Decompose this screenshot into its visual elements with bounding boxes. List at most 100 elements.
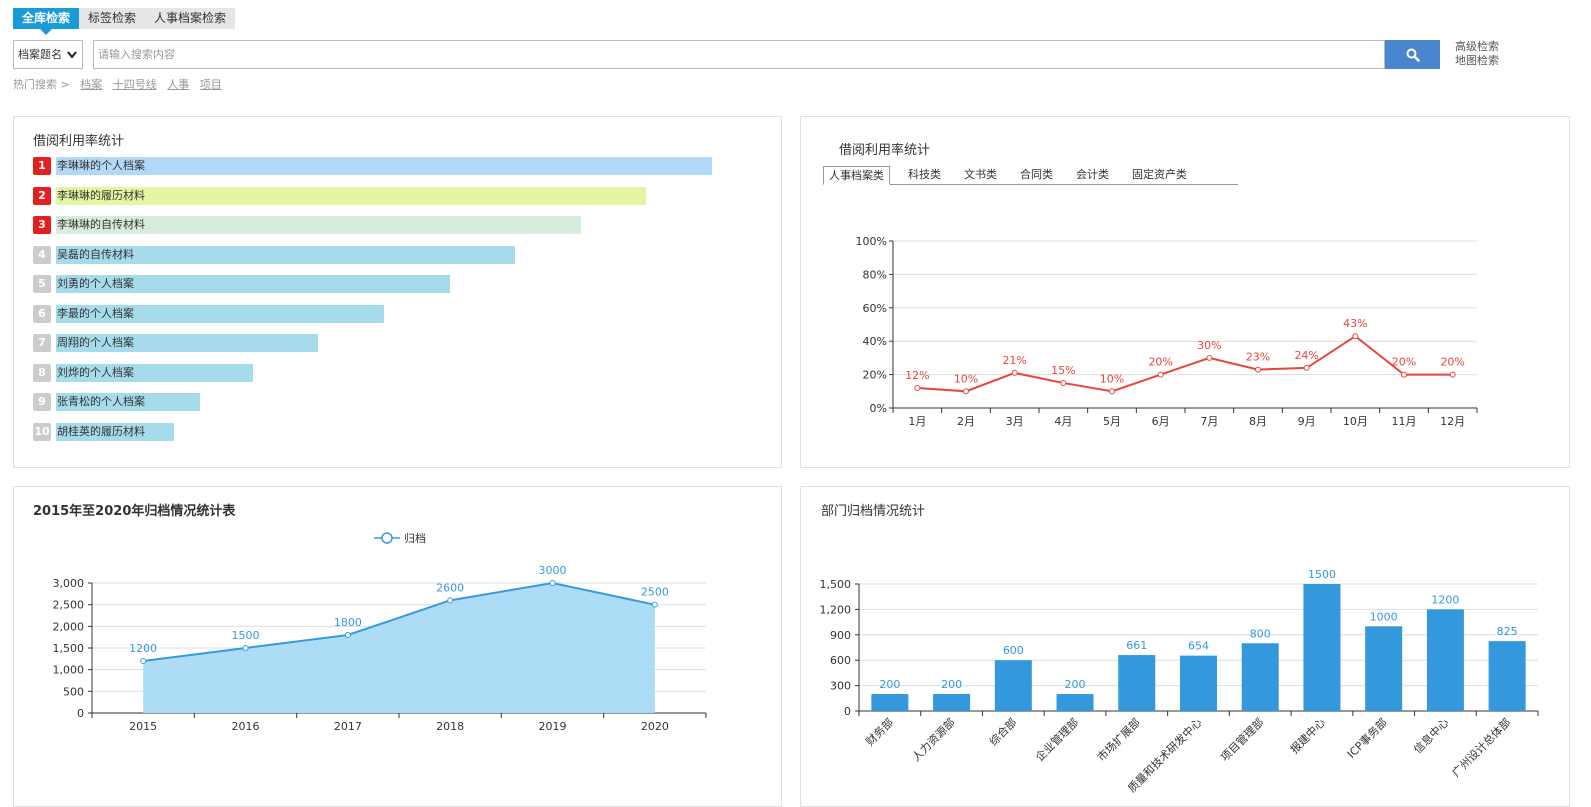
y-tick-label: 300 bbox=[830, 680, 851, 693]
search-field-select[interactable]: 档案题名 bbox=[13, 40, 83, 69]
archive-trend-panel: 2015年至2020年归档情况统计表 归档 0 500 1,000 1,500 2,000… bbox=[13, 486, 782, 807]
x-tick-label: 信息中心 bbox=[1411, 715, 1452, 756]
rank-bar bbox=[56, 245, 516, 264]
y-tick-label: 0 bbox=[77, 707, 84, 720]
data-label: 654 bbox=[1188, 640, 1209, 653]
bar bbox=[1488, 641, 1526, 711]
rank-badge: 7 bbox=[33, 334, 51, 352]
x-tick-label: 4月 bbox=[1054, 415, 1072, 428]
search-input[interactable]: 请输入搜索内容 bbox=[93, 40, 1385, 69]
bar bbox=[1118, 655, 1156, 711]
data-label: 20% bbox=[1392, 356, 1416, 369]
data-label: 2600 bbox=[436, 581, 464, 594]
bar bbox=[1365, 626, 1403, 711]
search-button[interactable] bbox=[1385, 40, 1440, 69]
data-point bbox=[1401, 371, 1407, 378]
rank-bar bbox=[56, 157, 712, 175]
hot-search-item[interactable]: 项目 bbox=[199, 78, 222, 91]
category-tab[interactable]: 合同类 bbox=[1020, 168, 1053, 181]
x-tick-label: ICP事务部 bbox=[1344, 715, 1390, 761]
rank-bar bbox=[56, 216, 581, 234]
y-tick-label: 0 bbox=[844, 705, 851, 718]
data-label: 10% bbox=[954, 372, 978, 385]
tab-full-library-search[interactable]: 全库检索 bbox=[13, 8, 80, 35]
data-label: 10% bbox=[1100, 372, 1124, 385]
search-icon bbox=[1406, 48, 1420, 62]
data-label: 600 bbox=[1003, 644, 1024, 657]
data-point bbox=[1352, 333, 1359, 340]
tab-tag-search[interactable]: 标签检索 bbox=[88, 11, 137, 25]
y-tick-label: 1,500 bbox=[53, 642, 85, 655]
rank-badge: 3 bbox=[33, 216, 51, 234]
y-tick-label: 40% bbox=[863, 335, 887, 348]
x-tick-label: 2015 bbox=[129, 720, 157, 733]
category-tab[interactable]: 文书类 bbox=[964, 168, 997, 181]
data-point bbox=[344, 632, 351, 638]
data-point bbox=[1303, 364, 1310, 371]
rank-label: 李琳琳的履历材料 bbox=[57, 188, 145, 202]
x-tick-label: 企业管理部 bbox=[1032, 715, 1081, 764]
tab-personnel-archive-search[interactable]: 人事档案检索 bbox=[154, 11, 227, 25]
search-extra-links: 高级检索 地图检索 bbox=[1455, 40, 1499, 68]
y-tick-label: 1,500 bbox=[820, 578, 852, 591]
chevron-down-icon bbox=[67, 41, 77, 79]
department-archive-panel-title: 部门归档情况统计 bbox=[821, 504, 926, 519]
category-tab[interactable]: 人事档案类 bbox=[823, 166, 890, 185]
rank-label: 刘烨的个人档案 bbox=[57, 365, 134, 379]
data-label: 24% bbox=[1294, 349, 1318, 362]
advanced-search-link[interactable]: 高级检索 bbox=[1455, 40, 1499, 53]
x-tick-label: 7月 bbox=[1200, 415, 1218, 428]
hot-searches: 热门搜索 > 档案 十四号线 人事 项目 bbox=[13, 76, 222, 92]
data-label: 1200 bbox=[129, 642, 157, 655]
data-label: 661 bbox=[1126, 639, 1147, 652]
category-tab[interactable]: 会计类 bbox=[1076, 168, 1109, 181]
rank-label: 李最的个人档案 bbox=[57, 306, 134, 320]
rank-label: 张青松的个人档案 bbox=[57, 395, 145, 408]
bar bbox=[1303, 584, 1341, 711]
hot-search-item[interactable]: 档案 bbox=[80, 78, 103, 91]
data-point bbox=[963, 388, 969, 395]
x-tick-label: 11月 bbox=[1392, 415, 1417, 428]
data-point bbox=[1449, 371, 1456, 378]
x-tick-label: 3月 bbox=[1006, 415, 1024, 428]
x-tick-label: 12月 bbox=[1440, 415, 1465, 428]
y-tick-label: 1,200 bbox=[820, 603, 852, 616]
y-tick-label: 1,000 bbox=[53, 664, 85, 677]
y-tick-label: 2,000 bbox=[53, 620, 85, 633]
y-tick-label: 900 bbox=[830, 629, 851, 642]
data-point bbox=[140, 658, 147, 664]
data-point bbox=[549, 580, 556, 586]
bar bbox=[1241, 643, 1279, 711]
data-label: 2500 bbox=[641, 586, 669, 599]
hot-search-item[interactable]: 十四号线 bbox=[112, 78, 157, 91]
hot-search-item[interactable]: 人事 bbox=[167, 78, 190, 91]
data-label: 20% bbox=[1440, 356, 1464, 369]
archive-area-chart: 归档 0 500 1,000 1,500 2,000 2,500 3,000 1200 2015 1… bbox=[53, 531, 707, 733]
x-tick-label: 市场扩展部 bbox=[1094, 715, 1143, 764]
usage-line-panel: 借阅利用率统计 人事档案类 科技类 文书类 合同类 会计类 固定资产类 0% 20… bbox=[800, 116, 1570, 468]
x-tick-label: 广州设计总体部 bbox=[1449, 715, 1513, 779]
rank-label: 吴磊的自传材料 bbox=[57, 247, 134, 261]
rank-badge: 6 bbox=[33, 304, 51, 323]
data-label: 825 bbox=[1497, 625, 1518, 638]
y-tick-label: 3,000 bbox=[53, 577, 85, 590]
rank-bar bbox=[56, 393, 201, 411]
series-area bbox=[143, 583, 655, 713]
data-label: 3000 bbox=[539, 564, 567, 577]
data-label: 21% bbox=[1002, 354, 1026, 367]
bar bbox=[1056, 694, 1094, 711]
category-tabs: 人事档案类 科技类 文书类 合同类 会计类 固定资产类 bbox=[823, 166, 1238, 185]
rank-badge: 5 bbox=[33, 275, 51, 293]
rank-badge: 9 bbox=[33, 393, 51, 411]
category-tab[interactable]: 科技类 bbox=[908, 168, 941, 181]
category-tab[interactable]: 固定资产类 bbox=[1132, 168, 1187, 181]
rank-label: 胡桂英的履历材料 bbox=[57, 424, 145, 438]
series-line bbox=[143, 581, 656, 662]
bar bbox=[871, 694, 909, 711]
bar bbox=[994, 660, 1032, 711]
data-label: 200 bbox=[941, 678, 962, 691]
map-search-link[interactable]: 地图检索 bbox=[1455, 54, 1499, 67]
y-tick-label: 100% bbox=[856, 235, 887, 248]
data-point bbox=[1060, 379, 1067, 386]
bar bbox=[1180, 655, 1217, 711]
